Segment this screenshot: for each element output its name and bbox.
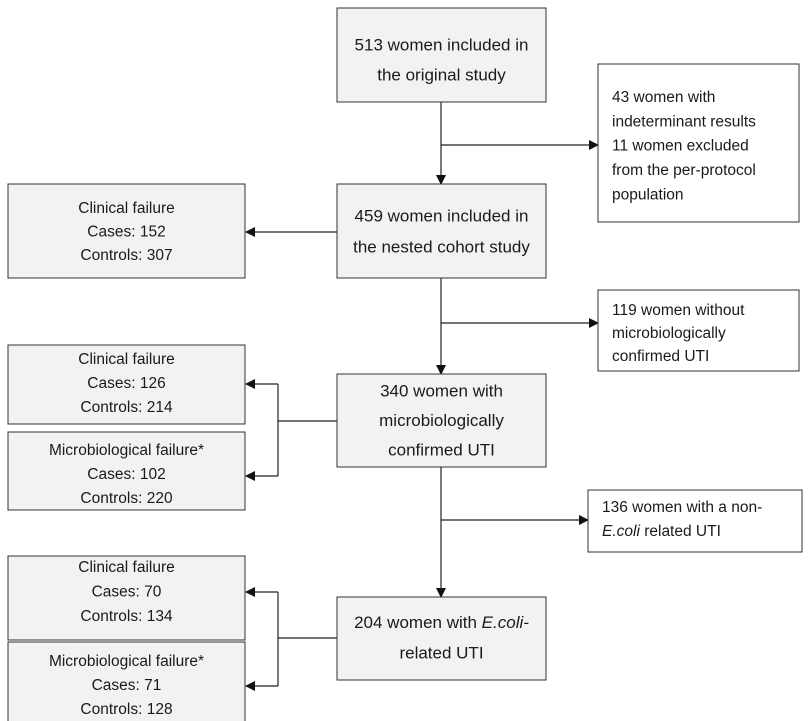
box-text: from the per-protocol xyxy=(612,162,756,179)
box-text: Microbiological failure* xyxy=(49,653,204,670)
box-text: indeterminant results xyxy=(612,113,756,130)
box-text: confirmed UTI xyxy=(388,440,495,459)
box: 43 women with indeterminant results 11 wom… xyxy=(597,63,800,223)
box-text: Controls: 307 xyxy=(80,247,172,264)
box-text: Cases: 102 xyxy=(87,466,165,483)
text-italic: E.coli- xyxy=(482,613,530,632)
box-text: Controls: 220 xyxy=(80,490,173,507)
box-text: the original study xyxy=(377,65,506,84)
box-text: microbiologically xyxy=(379,411,504,430)
box: 204 women with E.coli-related UTI xyxy=(336,596,547,681)
box-text: Controls: 214 xyxy=(80,399,173,416)
box-frame xyxy=(7,555,246,641)
box-text: Cases: 70 xyxy=(92,584,162,601)
box-text: Controls: 128 xyxy=(80,701,172,718)
connectors xyxy=(245,102,599,691)
text-italic: E.coli xyxy=(602,523,640,540)
box-text: 11 women excluded xyxy=(612,138,749,155)
box-text: Cases: 71 xyxy=(92,677,162,694)
box-text: 119 women without xyxy=(612,302,745,319)
box: Clinical failure Cases: 152 Controls: 307 xyxy=(7,183,246,279)
box: Microbiological failure* Cases: 102 Contro… xyxy=(7,431,246,511)
box-text: related UTI xyxy=(399,643,483,662)
box-text: E.coli related UTI xyxy=(602,523,721,540)
box-frame xyxy=(7,344,246,425)
box-frame xyxy=(597,63,800,223)
text-part: related UTI xyxy=(640,523,721,540)
box-text: Clinical failure xyxy=(78,351,174,368)
box-text: 513 women included in xyxy=(355,35,529,54)
box-frame xyxy=(7,183,246,279)
box-text: the nested cohort study xyxy=(353,237,530,256)
box-frame xyxy=(7,641,246,721)
box-text: population xyxy=(612,186,684,203)
box: Clinical failure Cases: 70 Controls: 134 xyxy=(7,555,246,641)
box-text: Controls: 134 xyxy=(80,608,173,625)
box-frame xyxy=(597,289,800,372)
box-text: 340 women with xyxy=(380,381,503,400)
box: 119 women without microbiologically confir… xyxy=(597,289,800,372)
box: 136 women with a non- E.coli related UTI xyxy=(587,489,803,553)
box-frame xyxy=(7,431,246,511)
box-text: Clinical failure xyxy=(78,559,174,576)
box-text: microbiologically xyxy=(612,325,726,342)
box-text: Microbiological failure* xyxy=(49,442,204,459)
box-text: 459 women included in xyxy=(355,206,529,225)
box-text: confirmed UTI xyxy=(612,348,709,365)
box: Clinical failure Cases: 126 Controls: 214 xyxy=(7,344,246,425)
box-text: 43 women with xyxy=(612,89,715,106)
box-text: Clinical failure xyxy=(78,200,174,217)
box-text: 136 women with a non- xyxy=(602,499,762,516)
box: Microbiological failure* Cases: 71 Control… xyxy=(7,641,246,721)
box: 340 women with microbiologically confirmed… xyxy=(336,373,547,468)
box-text: 204 women with E.coli- xyxy=(354,613,529,632)
box-frame xyxy=(336,373,547,468)
box-frame xyxy=(336,7,547,103)
box-text: Cases: 126 xyxy=(87,375,165,392)
box-frame xyxy=(336,183,547,279)
box-frame xyxy=(587,489,803,553)
box-frame xyxy=(336,596,547,681)
box-text: Cases: 152 xyxy=(87,224,165,241)
box: 459 women included in the nested cohort s… xyxy=(336,183,547,279)
text-part: 204 women with xyxy=(354,613,482,632)
box: 513 women included in the original study xyxy=(336,7,547,103)
